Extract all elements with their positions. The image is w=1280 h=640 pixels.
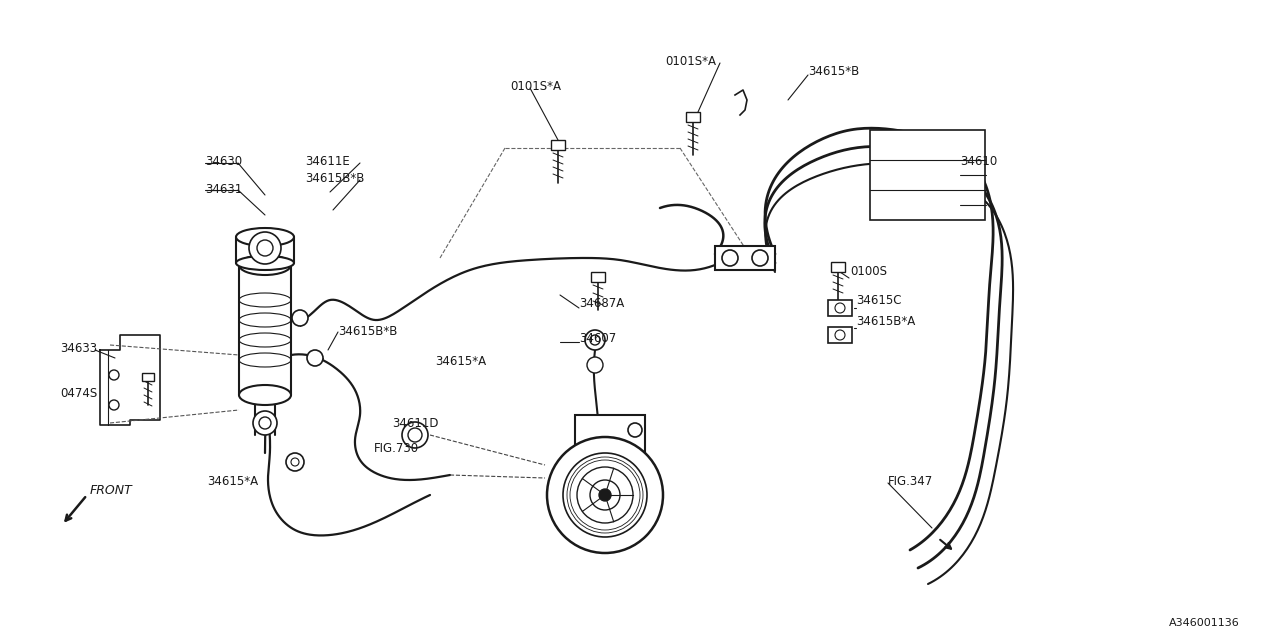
Circle shape <box>109 400 119 410</box>
Text: 34615B*B: 34615B*B <box>305 172 365 185</box>
Circle shape <box>835 303 845 313</box>
Bar <box>831 262 845 272</box>
Circle shape <box>547 437 663 553</box>
Circle shape <box>307 350 323 366</box>
Text: FIG.730: FIG.730 <box>374 442 419 455</box>
Text: 34611D: 34611D <box>392 417 439 430</box>
Text: 0474S: 0474S <box>60 387 97 400</box>
Circle shape <box>292 310 308 326</box>
Text: 34631: 34631 <box>205 183 242 196</box>
Bar <box>591 272 605 282</box>
Ellipse shape <box>239 255 291 275</box>
Text: FIG.348: FIG.348 <box>573 515 618 528</box>
Circle shape <box>722 250 739 266</box>
Circle shape <box>109 370 119 380</box>
Text: 34615*A: 34615*A <box>435 355 486 368</box>
Bar <box>870 130 986 220</box>
Bar <box>828 327 852 343</box>
Circle shape <box>257 240 273 256</box>
Text: 34615B*A: 34615B*A <box>856 315 915 328</box>
Text: 34615*B: 34615*B <box>808 65 859 78</box>
Text: 34611E: 34611E <box>305 155 349 168</box>
Text: 34615C: 34615C <box>856 294 901 307</box>
Text: 0101S*A: 0101S*A <box>509 80 561 93</box>
Text: 34630: 34630 <box>205 155 242 168</box>
Circle shape <box>259 417 271 429</box>
Circle shape <box>599 489 611 501</box>
Ellipse shape <box>239 385 291 405</box>
Circle shape <box>253 411 276 435</box>
Text: 34615B*B: 34615B*B <box>338 325 397 338</box>
Circle shape <box>285 453 305 471</box>
Bar <box>686 112 700 122</box>
Ellipse shape <box>236 228 294 246</box>
Bar <box>142 373 154 381</box>
Bar <box>716 246 774 270</box>
Bar <box>828 300 852 316</box>
Text: 34633: 34633 <box>60 342 97 355</box>
Text: 34610: 34610 <box>960 155 997 168</box>
Circle shape <box>628 423 643 437</box>
Text: 34687A: 34687A <box>579 297 625 310</box>
Text: 0100S: 0100S <box>850 265 887 278</box>
Text: 34607: 34607 <box>579 332 616 345</box>
Circle shape <box>753 250 768 266</box>
Circle shape <box>590 335 600 345</box>
Circle shape <box>250 232 282 264</box>
Circle shape <box>291 458 300 466</box>
Ellipse shape <box>236 256 294 270</box>
Circle shape <box>588 357 603 373</box>
Circle shape <box>408 428 422 442</box>
Text: FIG.347: FIG.347 <box>888 475 933 488</box>
Bar <box>550 140 564 150</box>
Text: 0101S*A: 0101S*A <box>666 55 716 68</box>
Circle shape <box>585 330 605 350</box>
Text: A346001136: A346001136 <box>1169 618 1240 628</box>
Text: FRONT: FRONT <box>90 483 133 497</box>
Circle shape <box>835 330 845 340</box>
Circle shape <box>402 422 428 448</box>
Bar <box>575 415 645 495</box>
Text: 34615*A: 34615*A <box>207 475 259 488</box>
